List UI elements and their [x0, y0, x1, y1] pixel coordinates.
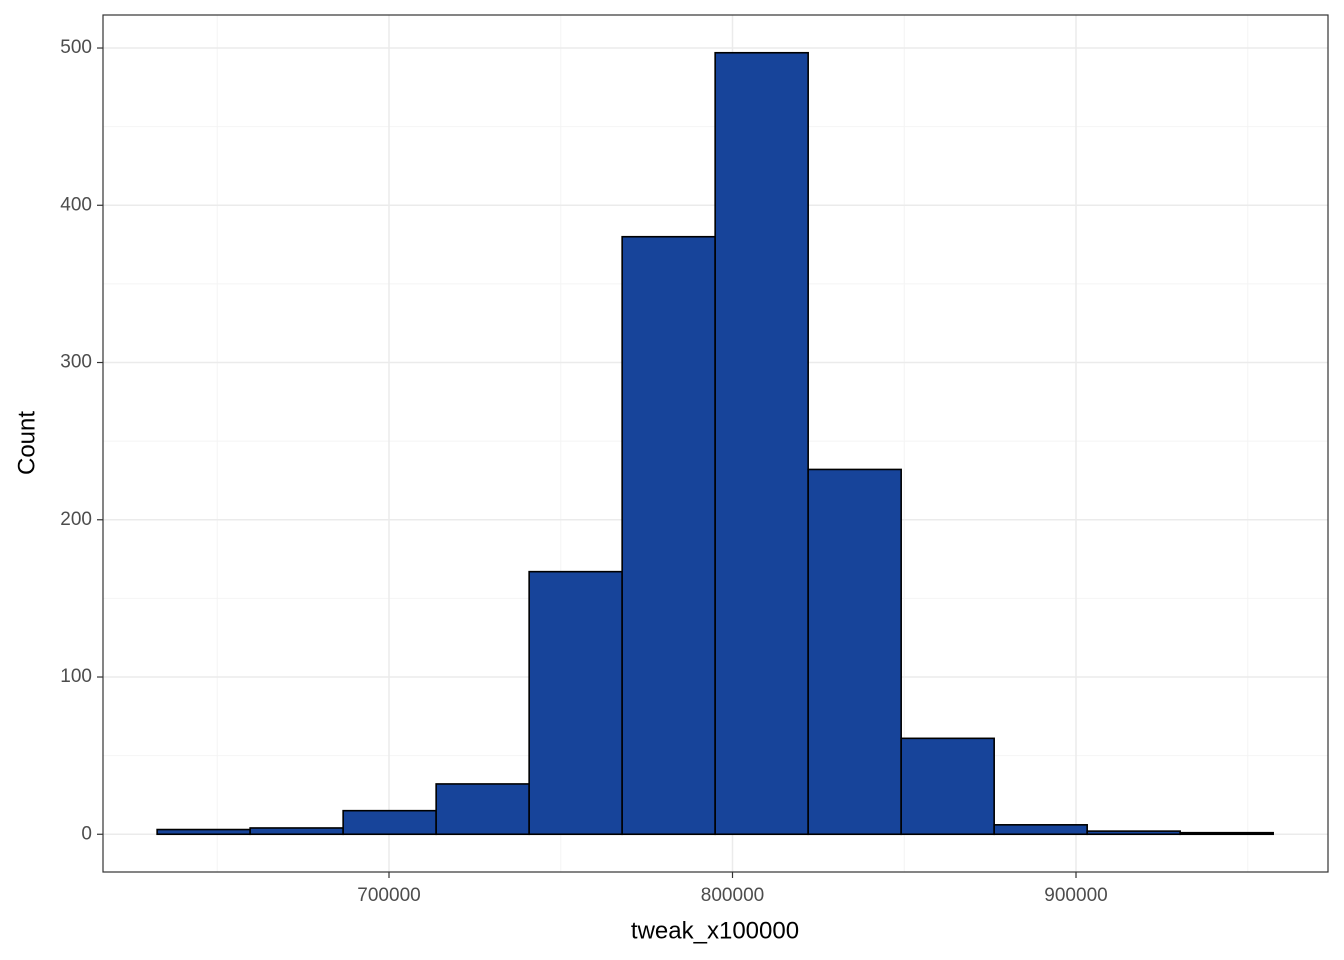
bar [900, 737, 995, 836]
x-axis-label: tweak_x100000 [631, 917, 799, 944]
bar [342, 809, 437, 836]
y-axis-label: Count [13, 411, 40, 475]
y-tick-label: 0 [81, 823, 92, 844]
bars [156, 51, 1274, 836]
bar [1179, 831, 1274, 836]
y-tick-label: 300 [60, 352, 92, 373]
x-tick-label: 900000 [1044, 885, 1107, 906]
bar [249, 827, 344, 836]
bar [435, 783, 530, 836]
bar [528, 570, 623, 836]
bar [621, 235, 716, 836]
bar [993, 824, 1088, 836]
bar [156, 828, 251, 836]
x-tick-label: 800000 [701, 885, 764, 906]
bar [807, 468, 902, 836]
panel-border [102, 14, 1329, 873]
y-tick-label: 200 [60, 509, 92, 530]
bar [1086, 830, 1181, 836]
y-tick-label: 100 [60, 666, 92, 687]
y-tick-label: 500 [60, 37, 92, 58]
x-tick-label: 700000 [357, 885, 420, 906]
y-tick-label: 400 [60, 194, 92, 215]
bar [714, 51, 809, 836]
